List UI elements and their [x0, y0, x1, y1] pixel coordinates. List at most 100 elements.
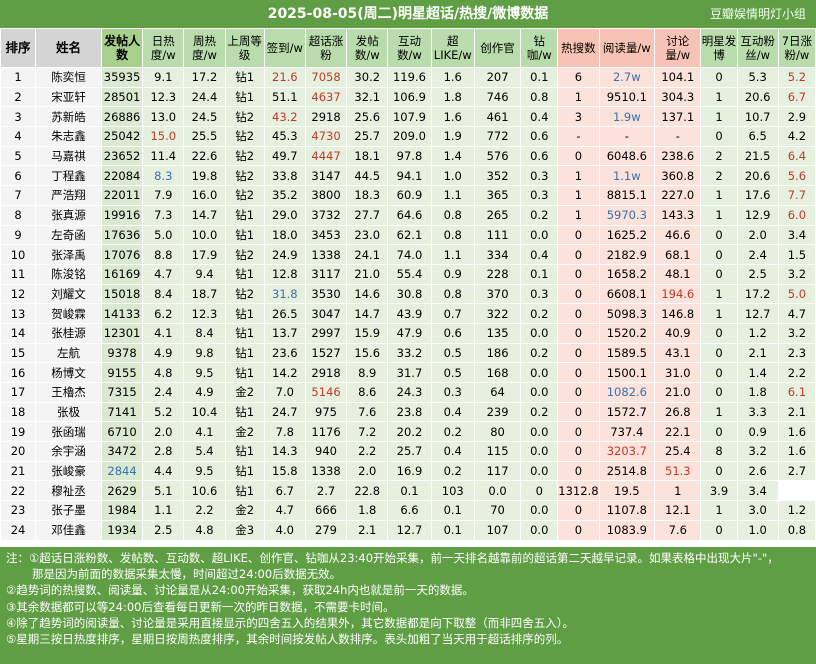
table-cell: 17.2: [183, 67, 226, 88]
table-cell: 18.1: [346, 145, 389, 167]
table-cell: 23: [0, 500, 37, 521]
table-cell: 15.0: [142, 126, 185, 147]
table-cell: 97.8: [387, 145, 432, 167]
table-cell: 丁程鑫: [35, 165, 102, 187]
table-cell: 117: [473, 460, 522, 482]
table-cell: 0: [557, 263, 600, 285]
table-cell: 3.2: [736, 441, 779, 462]
table-cell: 1520.2: [598, 322, 656, 344]
table-cell: 1: [654, 480, 702, 502]
table-cell: 7315: [100, 382, 144, 403]
table-cell: 43.2: [263, 106, 306, 128]
table-cell: 4.1: [142, 322, 185, 344]
table-cell: 43.1: [654, 342, 702, 364]
table-cell: 12: [0, 283, 37, 305]
table-cell: 47.9: [387, 322, 432, 344]
table-cell: 5.3: [736, 67, 779, 88]
table-cell: 0: [557, 303, 600, 324]
table-cell: 4.9: [142, 342, 185, 364]
table-cell: 51.1: [263, 86, 306, 108]
table-cell: 3203.7: [598, 441, 656, 462]
table-cell: 13.0: [142, 106, 185, 128]
table-cell: 279: [304, 519, 348, 541]
table-cell: 8.9: [346, 362, 389, 383]
table-cell: 12.7: [736, 303, 779, 324]
table-cell: 24.9: [263, 244, 306, 265]
table-cell: 1: [700, 401, 738, 423]
table-cell: 0.5: [430, 342, 475, 364]
table-cell: 1: [700, 500, 738, 521]
table-cell: 5.4: [183, 441, 226, 462]
table-cell: 13: [0, 303, 37, 324]
table-cell: 5.2: [142, 401, 185, 423]
table-cell: 0.6: [430, 322, 475, 344]
table-cell: 12.8: [263, 263, 306, 285]
table-cell: 2.4: [736, 244, 779, 265]
table-cell: 1176: [304, 421, 348, 443]
table-cell: 1.1: [430, 185, 475, 206]
table-cell: 104.1: [654, 67, 702, 88]
table-cell: 24.1: [346, 244, 389, 265]
table-cell: 16.9: [387, 460, 432, 482]
table-cell: 0.0: [520, 460, 559, 482]
table-cell: 940: [304, 441, 348, 462]
table-cell: 18.0: [263, 224, 306, 246]
column-header: 周热度/w: [183, 28, 226, 68]
table-cell: 1500.1: [598, 362, 656, 383]
table-cell: 8.6: [346, 382, 389, 403]
table-cell: 22084: [100, 165, 144, 187]
table-cell: 17636: [100, 224, 144, 246]
table-cell: 29.0: [263, 204, 306, 226]
table-cell: 3.9: [700, 480, 738, 502]
table-cell: 0.2: [430, 421, 475, 443]
table-cell: 18: [0, 401, 37, 423]
table-cell: 3047: [304, 303, 348, 324]
table-cell: 12301: [100, 322, 144, 344]
table-cell: 17.9: [183, 244, 226, 265]
table-cell: 13.7: [263, 322, 306, 344]
table-cell: 钻2: [224, 145, 265, 167]
table-cell: 5: [0, 145, 37, 167]
table-cell: 22.8: [346, 480, 389, 502]
table-cell: 0: [700, 342, 738, 364]
table-cell: 74.0: [387, 244, 432, 265]
table-cell: 马嘉祺: [35, 145, 102, 167]
table-cell: 23.0: [346, 224, 389, 246]
table-cell: 钻1: [224, 303, 265, 324]
table-cell: 0.1: [430, 519, 475, 541]
table-cell: 370: [473, 283, 522, 305]
table-cell: 12.9: [736, 204, 779, 226]
table-cell: 9155: [100, 362, 144, 383]
table-cell: 8: [700, 441, 738, 462]
table-row: 13 贺峻霖 14133 6.2 12.3 钻1 26.5 3047 14.7 43.9 0.7 32…: [0, 303, 816, 324]
table-cell: 1.6: [430, 106, 475, 128]
table-cell: 64.6: [387, 204, 432, 226]
table-row: 1 陈奕恒 35935 9.1 17.2 钻1 21.6 7058 30.2 119.6 1.6 20…: [0, 67, 816, 88]
table-cell: 0.6: [520, 145, 559, 167]
table-cell: 3800: [304, 185, 348, 206]
table-cell: 0.4: [520, 244, 559, 265]
table-cell: 26.5: [263, 303, 306, 324]
table-row: 14 张桂源 12301 4.1 8.4 钻1 13.7 2997 15.9 47.9 0.6 135…: [0, 322, 816, 344]
table-cell: 1: [700, 86, 738, 108]
table-cell: 4.8: [183, 519, 226, 541]
table-cell: 0.5: [430, 362, 475, 383]
table-cell: 25042: [100, 126, 144, 147]
table-cell: 334: [473, 244, 522, 265]
table-cell: 7058: [304, 67, 348, 88]
table-cell: 钻1: [224, 86, 265, 108]
table-cell: 228: [473, 263, 522, 285]
table-cell: 2: [700, 145, 738, 167]
table-cell: 0.0: [520, 519, 559, 541]
table-cell: 0.6: [520, 126, 559, 147]
table-row: 19 张函瑞 6710 2.0 4.1 金2 7.8 1176 7.2 20.2 0.2 80 0.0 0…: [0, 421, 816, 443]
table-cell: 10.0: [183, 224, 226, 246]
table-cell: 2.1: [346, 519, 389, 541]
column-header: 阅读量/w: [598, 28, 656, 68]
table-header-row: 排序 姓名 发帖人数 日热度/w 周热度/w 上周等级 签到/w 超话涨粉 发帖数/w 互动数/w…: [0, 28, 816, 68]
table-cell: 3.4: [777, 224, 816, 246]
table-cell: 15018: [100, 283, 144, 305]
table-cell: 7141: [100, 401, 144, 423]
table-cell: 2.0: [346, 460, 389, 482]
table-cell: 0.1: [520, 67, 559, 88]
